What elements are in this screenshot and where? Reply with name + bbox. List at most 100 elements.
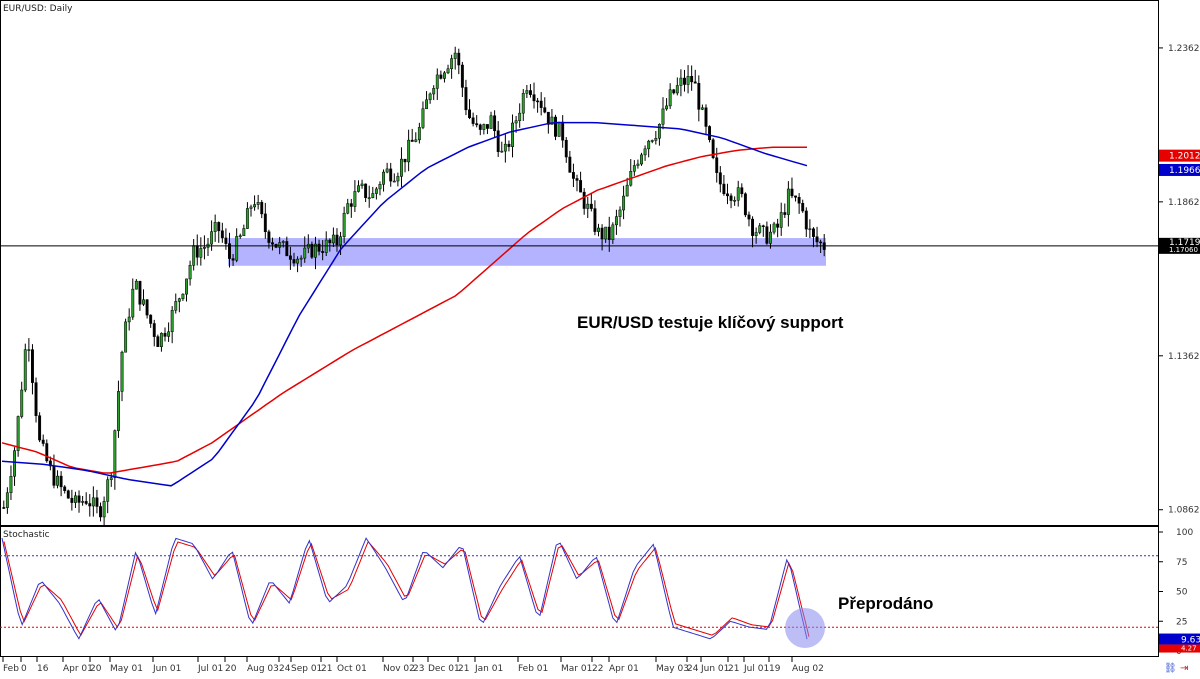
stochastic-tick-label: 75 [1176,558,1187,568]
candle [769,224,772,249]
time-tick-label: 23 [413,664,424,674]
candle [288,246,292,270]
candle [303,236,307,263]
candle [188,260,192,286]
candle [715,147,719,183]
candle [174,293,178,314]
time-tick-label: Nov 02 [383,664,415,674]
candle [360,179,364,189]
candle [554,114,557,141]
candle [185,278,188,302]
stochastic-tick-label: 100 [1176,528,1193,538]
stochastic-title: Stochastic [3,530,50,540]
candle [385,162,389,174]
candle [496,121,500,157]
candle [328,238,332,252]
candle [77,490,81,513]
candle [593,200,597,236]
candle [16,415,20,457]
price-axis: 1.23626 1.18626 1.13626 1.08626 [1158,44,1200,516]
candle [396,172,400,187]
candle [163,327,167,342]
candle [758,223,762,235]
candle [435,68,439,100]
candle [81,496,85,506]
ma-blue-badge: 1.19662 [1159,163,1200,176]
current-price-badge: 1.17197 1.17060 [1159,237,1200,254]
scroll-to-end-icon[interactable]: ⇥ [1180,663,1188,674]
candle [743,192,747,218]
stochastic-k-badge: 9.63 [1159,633,1200,646]
candle [149,314,153,328]
candle [597,223,600,237]
candle [292,252,296,267]
candle [686,65,690,94]
candle [124,318,128,353]
candle [131,278,135,320]
candle [503,134,507,163]
candle [260,200,264,219]
time-tick-label: Aug 02 [792,664,824,674]
candle [815,226,819,248]
candle [543,97,547,114]
stochastic-k-value: 9.63 [1181,636,1200,646]
candle [747,211,751,227]
time-tick-label: 0 [21,664,27,674]
candle [206,237,210,256]
candle [389,162,393,187]
candle [808,219,812,239]
time-tick-label: Aug 03 [247,664,279,674]
candle [729,193,733,209]
candle [195,234,199,266]
time-tick-label: Jun 01 [152,664,181,674]
candle [5,487,9,514]
candle [518,103,522,128]
candle [557,121,561,137]
candle [41,434,45,447]
candle [794,195,797,202]
candle [339,231,343,256]
ma-red-value: 1.20127 [1169,152,1200,162]
candle [711,138,715,160]
candle [779,202,783,236]
candle [321,240,325,261]
candle [528,84,532,98]
candle [726,183,729,205]
candle [342,206,346,244]
candle [575,174,579,192]
candle [640,152,643,166]
candle [299,255,303,267]
candle [414,132,418,143]
candle [70,489,74,511]
candle [507,140,511,152]
candle [783,203,787,218]
time-tick-label: Feb 01 [518,664,548,674]
candle [550,108,554,125]
link-icon[interactable]: ⛓ [1164,662,1177,674]
current-price-sub-value: 1.17060 [1169,246,1198,254]
candle [464,79,468,116]
candle [536,97,540,113]
ma-red-line [1,146,807,474]
time-tick-label: May 01 [110,664,143,674]
candle [586,196,590,219]
candle [571,163,575,188]
ma-blue-value: 1.19662 [1169,166,1200,176]
candle [776,218,780,238]
time-tick-label: Sep 01 [291,664,322,674]
candle [629,159,633,187]
candle [443,71,446,83]
candle [801,199,805,213]
candle [672,88,676,95]
stochastic-tick-label: 25 [1176,617,1187,627]
support-annotation: EUR/USD testuje klíčový support [577,313,844,332]
candle [604,226,608,243]
candle [357,180,360,193]
candle [665,98,669,111]
candle [812,227,815,248]
candle [579,171,583,193]
candle [425,91,428,110]
candle [84,492,88,506]
